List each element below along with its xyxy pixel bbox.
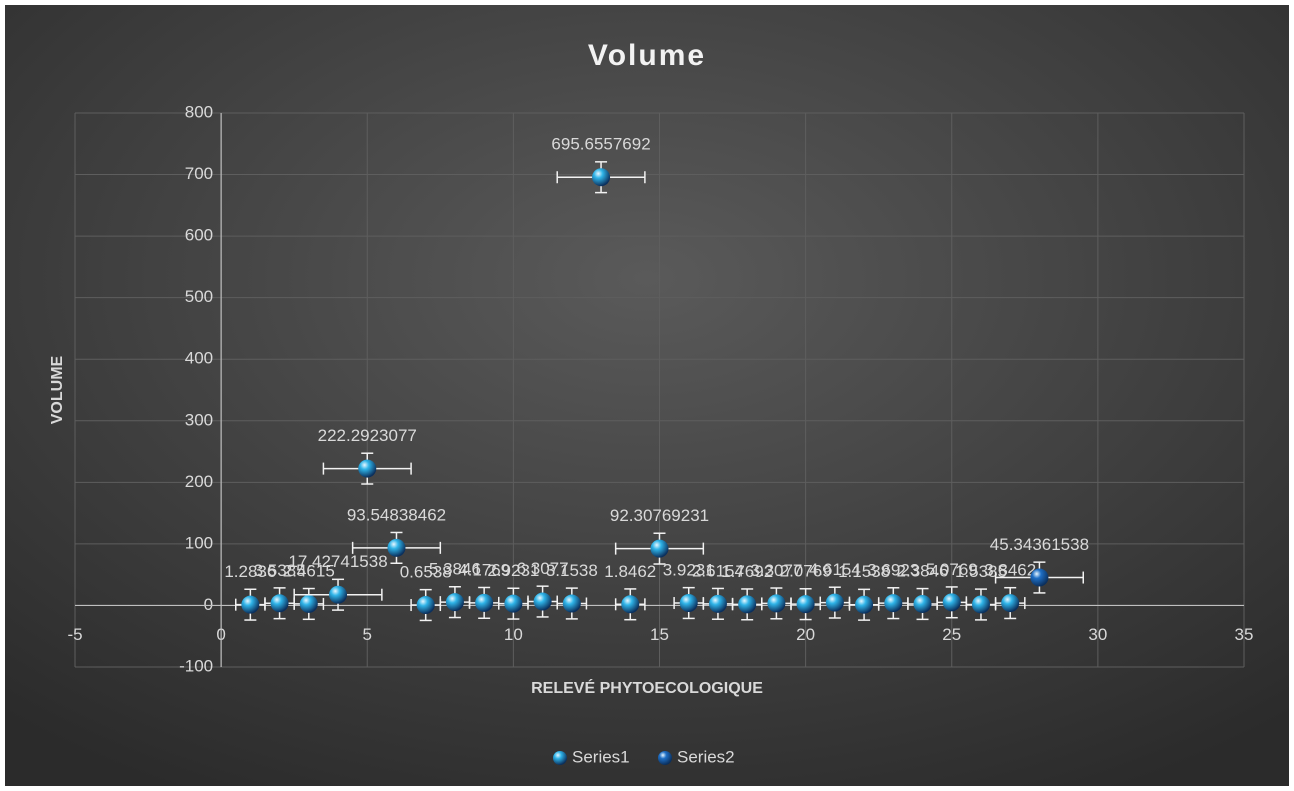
legend-label: Series2: [677, 747, 735, 766]
y-tick-label: 500: [185, 287, 213, 306]
point: [650, 539, 669, 558]
x-tick-label: 15: [650, 625, 669, 644]
point: [270, 594, 289, 613]
point: [796, 595, 815, 614]
point: [855, 595, 874, 614]
x-tick-label: -5: [67, 625, 82, 644]
data-label: 2.6154: [692, 561, 744, 580]
y-tick-label: 100: [185, 533, 213, 552]
x-tick-label: 5: [363, 625, 372, 644]
chart-title: Volume: [588, 39, 706, 72]
data-label: 3.5385: [254, 561, 306, 580]
point: [241, 595, 260, 614]
point: [1001, 594, 1020, 613]
point: [562, 594, 581, 613]
data-label: 1.1538: [838, 562, 890, 581]
y-tick-label: -100: [179, 656, 213, 675]
x-tick-label: 30: [1088, 625, 1107, 644]
y-tick-label: 200: [185, 472, 213, 491]
point: [504, 594, 523, 613]
point: [942, 593, 961, 612]
data-label: 3.6923: [867, 561, 919, 580]
data-label: 2.3846: [897, 561, 949, 580]
point: [299, 594, 318, 613]
data-label: 3.9231: [663, 561, 715, 580]
point: [416, 596, 435, 615]
data-label: 17.42741538: [288, 552, 387, 571]
point: [1030, 568, 1049, 587]
y-axis-title: VOLUME: [49, 355, 66, 424]
point: [533, 592, 552, 611]
data-label: 4.6154: [809, 560, 861, 579]
point: [445, 593, 464, 612]
x-tick-label: 25: [942, 625, 961, 644]
x-axis-title: RELEVÉ PHYTOECOLOGIQUE: [531, 678, 763, 697]
point: [621, 595, 640, 614]
data-label: 45.34361538: [990, 535, 1089, 554]
point: [767, 594, 786, 613]
y-tick-label: 0: [204, 595, 213, 614]
y-tick-label: 300: [185, 410, 213, 429]
data-label: 695.6557692: [551, 135, 650, 154]
y-tick-label: 700: [185, 164, 213, 183]
data-label: 3.3077: [750, 561, 802, 580]
point: [387, 538, 406, 557]
data-label: 1.2836: [224, 562, 276, 581]
point: [825, 593, 844, 612]
data-label: 4.1769: [458, 560, 510, 579]
chart-background: [5, 5, 1289, 786]
point: [738, 595, 757, 614]
legend-label: Series1: [572, 747, 630, 766]
data-label: 3.1538: [546, 561, 598, 580]
point: [475, 593, 494, 612]
point: [329, 585, 348, 604]
point: [592, 168, 611, 187]
point: [913, 594, 932, 613]
y-tick-label: 600: [185, 226, 213, 245]
data-label: 3.8462: [984, 561, 1036, 580]
y-tick-label: 400: [185, 349, 213, 368]
data-label: 222.2923077: [318, 426, 417, 445]
point: [358, 459, 377, 478]
data-label: 2.4615: [283, 561, 335, 580]
data-label: 1.8462: [604, 562, 656, 581]
data-label: 6.3077: [517, 559, 569, 578]
x-tick-label: 20: [796, 625, 815, 644]
x-tick-label: 10: [504, 625, 523, 644]
point: [708, 594, 727, 613]
data-label: 2.9231: [487, 561, 539, 580]
legend-marker: [553, 751, 567, 765]
legend-marker: [658, 751, 672, 765]
data-label: 1.5385: [955, 562, 1007, 581]
point: [971, 595, 990, 614]
x-tick-label: 35: [1235, 625, 1254, 644]
data-label: 1.7692: [721, 562, 773, 581]
data-label: 93.54838462: [347, 505, 446, 524]
data-label: 5.0769: [926, 560, 978, 579]
data-label: 92.30769231: [610, 506, 709, 525]
y-tick-label: 800: [185, 102, 213, 121]
data-label: 0.6538: [400, 563, 452, 582]
point: [679, 594, 698, 613]
data-label: 2.0769: [780, 562, 832, 581]
point: [884, 594, 903, 613]
data-label: 5.3846: [429, 560, 481, 579]
